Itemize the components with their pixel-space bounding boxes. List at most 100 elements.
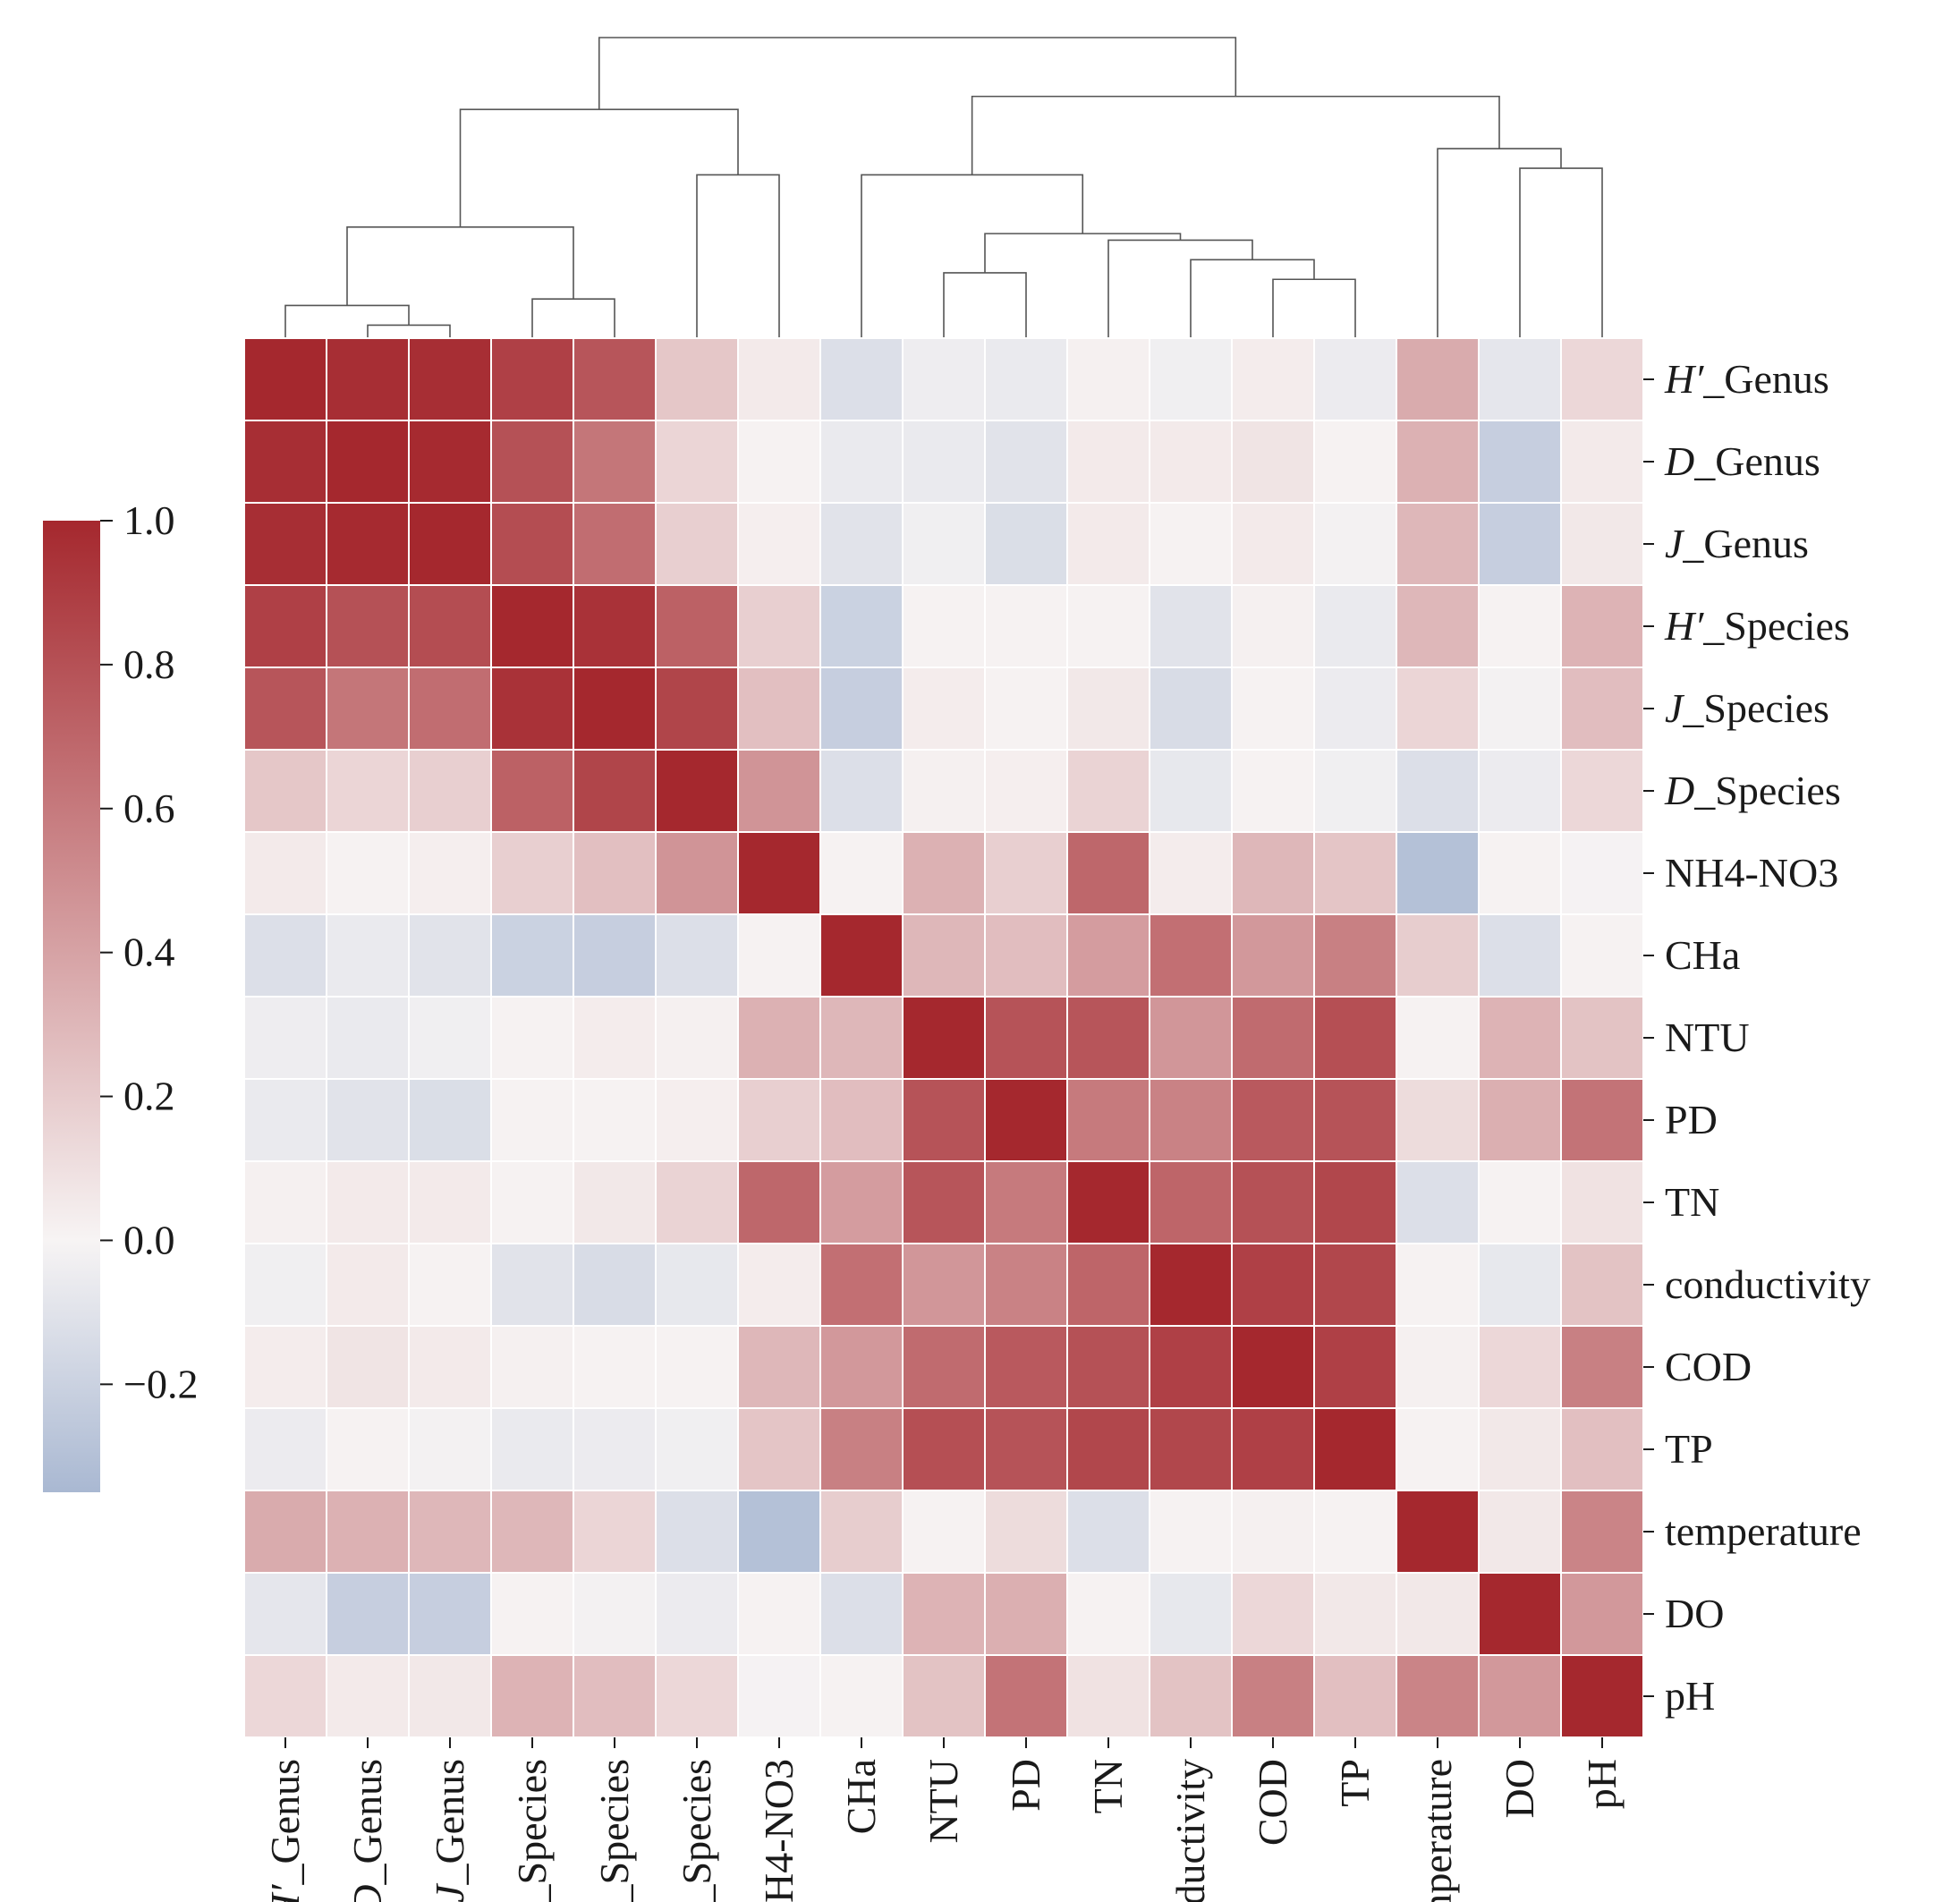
heatmap-cell-r12-c13 [1313,1325,1397,1409]
heatmap-cell-r7-c4 [573,913,657,998]
heatmap-cell-r14-c16 [1560,1490,1644,1574]
heatmap-cell-r1-c11 [1149,420,1233,504]
row-label-nh4-no3: NH4-NO3 [1665,850,1838,896]
heatmap-cell-r11-c4 [573,1243,657,1327]
heatmap-cell-r3-c16 [1560,584,1644,668]
row-label-cod: COD [1665,1344,1752,1389]
heatmap-cell-r14-c8 [902,1490,986,1574]
heatmap-cell-r0-c1 [326,337,410,421]
heatmap-cell-r3-c6 [737,584,821,668]
heatmap-cell-r9-c8 [902,1078,986,1162]
heatmap-cell-r16-c4 [573,1654,657,1738]
dendrogram-link-9 [1107,239,1253,338]
colorbar-tick-label-4: 0.2 [123,1074,175,1119]
heatmap-cell-r0-c2 [408,337,492,421]
dendrogram-link-13 [1437,148,1562,338]
heatmap-cell-r4-c16 [1560,667,1644,751]
heatmap-cell-r11-c14 [1396,1243,1480,1327]
heatmap-cell-r1-c15 [1478,420,1562,504]
heatmap-cell-r3-c5 [655,584,739,668]
dendrogram-link-2 [531,298,615,338]
heatmap-cell-r6-c11 [1149,831,1233,915]
heatmap-cell-r15-c8 [902,1572,986,1656]
heatmap-cell-r4-c4 [573,667,657,751]
heatmap-cell-r4-c10 [1066,667,1150,751]
heatmap-cell-r7-c8 [902,913,986,998]
heatmap-cell-r10-c6 [737,1160,821,1244]
colorbar-tick-label-2: 0.6 [123,785,175,831]
heatmap-cell-r1-c6 [737,420,821,504]
heatmap-cell-r12-c2 [408,1325,492,1409]
heatmap-cell-r16-c2 [408,1654,492,1738]
heatmap-cell-r10-c7 [819,1160,904,1244]
heatmap-cell-r8-c8 [902,996,986,1080]
col-label-d-species: D_Species [674,1759,719,1902]
heatmap-cell-r10-c15 [1478,1160,1562,1244]
heatmap-cell-r12-c8 [902,1325,986,1409]
heatmap-cell-r14-c14 [1396,1490,1480,1574]
heatmap-cell-r11-c10 [1066,1243,1150,1327]
heatmap-cell-r13-c1 [326,1407,410,1491]
heatmap-cell-r2-c11 [1149,502,1233,586]
heatmap-cell-r5-c8 [902,749,986,833]
heatmap-cell-r10-c11 [1149,1160,1233,1244]
heatmap-cell-r6-c12 [1231,831,1315,915]
heatmap-cell-r11-c7 [819,1243,904,1327]
heatmap-cell-r2-c0 [243,502,327,586]
heatmap-cell-r13-c5 [655,1407,739,1491]
heatmap-cell-r9-c16 [1560,1078,1644,1162]
col-label-nh4-no3: NH4-NO3 [756,1759,802,1902]
heatmap-cell-r15-c5 [655,1572,739,1656]
heatmap-cell-r5-c16 [1560,749,1644,833]
heatmap-cell-r2-c15 [1478,502,1562,586]
heatmap-cell-r0-c0 [243,337,327,421]
heatmap-cell-r10-c4 [573,1160,657,1244]
heatmap-cell-r7-c14 [1396,913,1480,998]
heatmap-cell-r6-c9 [984,831,1068,915]
heatmap-cell-r11-c6 [737,1243,821,1327]
heatmap-cell-r2-c12 [1231,502,1315,586]
heatmap-cell-r12-c16 [1560,1325,1644,1409]
heatmap-cell-r11-c0 [243,1243,327,1327]
heatmap-cell-r12-c6 [737,1325,821,1409]
colorbar-tick-label-3: 0.4 [123,930,175,975]
row-label-ntu: NTU [1665,1015,1750,1060]
row-label-conductivity: conductivity [1665,1261,1871,1307]
row-label-d-species: D_Species [1664,768,1841,813]
heatmap-cell-r8-c1 [326,996,410,1080]
heatmap-cell-r9-c11 [1149,1078,1233,1162]
heatmap-cell-r11-c3 [490,1243,574,1327]
heatmap-cell-r10-c13 [1313,1160,1397,1244]
heatmap-cell-r16-c8 [902,1654,986,1738]
heatmap-cell-r1-c9 [984,420,1068,504]
heatmap-cell-r1-c14 [1396,420,1480,504]
heatmap-cell-r14-c1 [326,1490,410,1574]
heatmap-cell-r7-c3 [490,913,574,998]
col-label-cod: COD [1250,1759,1295,1846]
heatmap-cell-r6-c6 [737,831,821,915]
heatmap-cell-r15-c9 [984,1572,1068,1656]
heatmap-cell-r16-c5 [655,1654,739,1738]
heatmap-cell-r8-c14 [1396,996,1480,1080]
dendrogram-link-8 [1190,259,1315,338]
col-label-d-genus: D_Genus [344,1759,390,1902]
row-label-pd: PD [1665,1097,1718,1142]
dendrogram-link-14 [971,95,1500,175]
column-labels: H′_Genus D_Genus J_Genus H′_Species J_Specie… [262,1737,1625,1902]
heatmap-cell-r10-c5 [655,1160,739,1244]
heatmap-cell-r9-c0 [243,1078,327,1162]
heatmap-cell-r9-c3 [490,1078,574,1162]
heatmap-cell-r0-c8 [902,337,986,421]
heatmap-cell-r7-c0 [243,913,327,998]
heatmap-cell-r6-c5 [655,831,739,915]
heatmap-cell-r0-c11 [1149,337,1233,421]
heatmap-cell-r2-c7 [819,502,904,586]
heatmap-cell-r13-c7 [819,1407,904,1491]
heatmap-cell-r2-c9 [984,502,1068,586]
heatmap-cell-r4-c12 [1231,667,1315,751]
heatmap-cell-r12-c11 [1149,1325,1233,1409]
colorbar-tick-label-0: 1.0 [123,497,175,543]
heatmap-cell-r6-c3 [490,831,574,915]
heatmap-cell-r6-c16 [1560,831,1644,915]
